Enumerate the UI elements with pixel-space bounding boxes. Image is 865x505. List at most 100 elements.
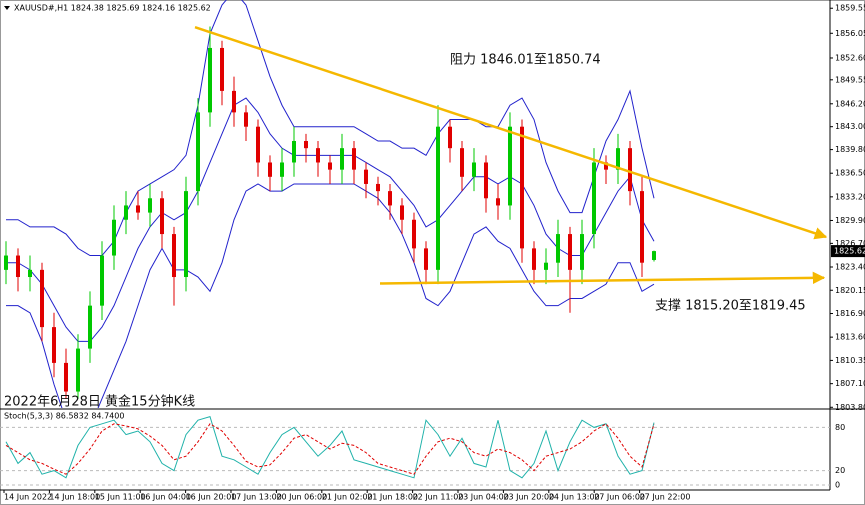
candle-body [268,162,272,177]
candle-body [496,198,500,206]
date-note: 2022年6月28日 黄金15分钟K线 [4,394,195,410]
x-tick-label: 21 Jun 02:00 [322,493,373,502]
candle-body [328,162,332,170]
candle-body [412,219,416,249]
candle-body [532,248,536,270]
chart-header: XAUUSD#,H1 1824.38 1825.69 1824.16 1825.… [14,4,211,13]
candle-body [508,126,512,206]
candle-body [52,327,56,363]
candle-body [28,269,32,278]
x-tick-label: 21 Jun 18:00 [367,493,418,502]
x-tick-label: 20 Jun 06:00 [276,493,327,502]
candle-body [160,198,164,235]
trend-line [194,26,828,240]
candle-body [376,183,380,192]
candle-body [40,269,44,328]
candle-body [220,47,224,91]
candle-body [352,148,356,170]
candle-body [388,191,392,206]
candle-body [124,205,128,220]
candle-body [556,234,560,263]
x-tick-label: 24 Jun 13:00 [549,493,600,502]
y-tick-label: 1803.80 [835,403,865,412]
y-tick-label: 1810.35 [835,356,865,365]
candle-body [472,162,476,177]
axes: 1859.55 1856.05 1852.60 1849.55 1846.20 1843.… [3,4,865,502]
candle-body [616,148,620,170]
candle-body [16,255,20,278]
y-tick-label: 1833.20 [835,192,865,201]
candle-body [640,191,644,263]
x-tick-label: 27 Jun 06:00 [594,493,645,502]
candle-body [4,255,8,270]
candle-body [568,234,572,270]
candle-body [112,219,116,256]
y-tick-label: 1846.20 [835,99,865,108]
y-tick-label: 1807.10 [835,379,865,388]
candle-body [148,198,152,213]
candle-body [256,126,260,163]
candle-body [652,251,656,260]
x-tick-label: 27 Jun 22:00 [640,493,691,502]
y-tick-label: 0 [835,481,840,490]
stoch-header: Stoch(5,3,3) 86.5832 84.7400 [4,412,124,421]
stoch-line [5,423,655,475]
x-tick-label: 14 Jun 2022 [4,493,52,502]
candle-body [280,162,284,177]
stoch-line [5,415,655,479]
candle-body [232,90,236,113]
bollinger-band [6,97,655,342]
y-tick-label: 1856.05 [835,29,865,38]
candle-body [304,141,308,149]
y-tick-label: 1823.40 [835,262,865,271]
y-tick-label: 20 [835,466,845,475]
x-tick-label: 17 Jun 13:00 [231,493,282,502]
y-tick-label: 1849.55 [835,75,865,84]
candle-body [592,162,596,235]
y-tick-label: 1826.70 [835,239,865,248]
y-tick-label: 80 [835,423,845,432]
candle-body [76,348,80,392]
x-tick-label: 16 Jun 20:00 [186,493,237,502]
current-price-label: 1825.62 [834,247,865,256]
candle-body [580,234,584,270]
y-tick-label: 1820.15 [835,286,865,295]
y-tick-label: 1813.60 [835,333,865,342]
resistance-note: 阻力 1846.01至1850.74 [450,53,601,68]
x-tick-label: 14 Jun 18:00 [49,493,100,502]
x-tick-label: 16 Jun 04:00 [140,493,191,502]
candle-body [400,205,404,220]
candle-body [364,169,368,184]
x-tick-label: 15 Jun 11:00 [95,493,146,502]
y-tick-label: 1839.80 [835,145,865,154]
x-tick-label: 23 Jun 20:00 [503,493,554,502]
trend-line [379,271,826,285]
candle-body [64,362,68,392]
price-plot [4,0,828,408]
y-tick-label: 1816.90 [835,309,865,318]
support-note: 支撑 1815.20至1819.45 [655,299,806,314]
candle-body [436,126,440,270]
candle-body [88,305,92,349]
y-tick-label: 1829.90 [835,216,865,225]
symbol-icon [4,6,10,10]
current-price-box [831,245,865,258]
candle-body [604,162,608,170]
candle-body [424,248,428,270]
x-tick-label: 22 Jun 11:00 [413,493,464,502]
y-tick-label: 1843.00 [835,122,865,131]
candle-body [100,255,104,306]
candle-body [316,148,320,163]
stoch-plot [0,415,830,486]
candle-body [172,234,176,278]
candle-body [484,162,488,199]
bollinger-band [6,183,655,408]
y-tick-label: 1852.60 [835,53,865,62]
candle-body [136,205,140,213]
y-tick-label: 1859.55 [835,4,865,13]
candle-body [184,191,188,278]
candle-body [208,47,212,113]
y-tick-label: 1836.50 [835,169,865,178]
